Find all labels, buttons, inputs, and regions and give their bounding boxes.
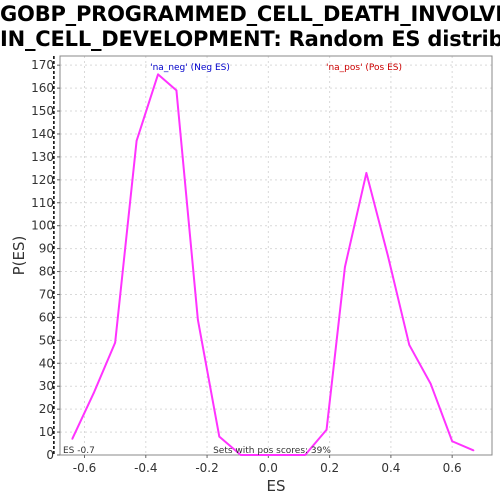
y-tick-label: 40 <box>39 356 54 370</box>
pos-scores-label: Sets with pos scores: 39% <box>213 446 331 456</box>
chart-title-line-2: IN_CELL_DEVELOPMENT: Random ES distribut… <box>0 27 500 51</box>
neg-es-label: 'na_neg' (Neg ES) <box>150 63 230 73</box>
x-tick-label: 0.2 <box>320 461 339 475</box>
data-point <box>135 140 138 142</box>
y-axis-title: P(ES) <box>10 236 28 276</box>
y-tick-label: 130 <box>31 150 54 164</box>
x-tick-label: -0.6 <box>73 461 96 475</box>
pos-es-label: 'na_pos' (Pos ES) <box>326 63 402 73</box>
data-point <box>387 254 389 257</box>
y-tick-label: 0 <box>46 448 54 462</box>
y-tick-label: 80 <box>39 265 54 279</box>
data-point <box>429 383 432 385</box>
y-tick-label: 30 <box>39 379 54 393</box>
data-point <box>451 440 453 443</box>
data-point <box>197 318 199 321</box>
y-tick-label: 140 <box>31 127 54 141</box>
data-point <box>282 454 285 456</box>
data-point <box>325 428 328 431</box>
data-point <box>365 172 368 174</box>
x-tick-label: 0.4 <box>381 461 400 475</box>
y-tick-label: 110 <box>31 196 54 210</box>
x-tick-label: 0.6 <box>443 461 462 475</box>
data-point <box>304 454 306 456</box>
y-tick-label: 60 <box>39 310 54 324</box>
x-tick-label: 0.0 <box>259 461 278 475</box>
annotation-layer: 'na_neg' (Neg ES) 'na_pos' (Pos ES) ES -0.… <box>53 56 402 456</box>
y-tick-label: 50 <box>39 333 54 347</box>
y-tick-label: 90 <box>39 242 54 256</box>
data-point <box>344 266 346 268</box>
data-point <box>239 454 242 456</box>
data-point <box>92 392 95 394</box>
es-distribution-line <box>71 73 475 456</box>
series-layer <box>71 73 475 456</box>
y-tick-label: 70 <box>39 287 54 301</box>
y-tick-label: 10 <box>39 425 54 439</box>
es-marker-label: ES -0.7 <box>63 446 95 456</box>
data-point <box>408 344 411 346</box>
y-tick-label: 120 <box>31 173 54 187</box>
data-point <box>218 435 221 438</box>
data-point <box>175 89 178 92</box>
y-tick-label: 20 <box>39 402 54 416</box>
data-point <box>157 73 159 76</box>
x-axis-title: ES <box>267 477 286 495</box>
x-tick-label: -0.4 <box>134 461 157 475</box>
y-tick-label: 160 <box>31 81 54 95</box>
data-point <box>114 341 116 344</box>
data-point <box>71 438 74 440</box>
y-tick-label: 100 <box>31 219 54 233</box>
x-tick-label: -0.2 <box>195 461 218 475</box>
plot-area <box>60 56 492 455</box>
y-tick-label: 150 <box>31 104 54 118</box>
data-point <box>261 454 264 456</box>
data-point <box>472 449 475 452</box>
y-tick-label: 170 <box>31 58 54 72</box>
chart-title-line-1: GOBP_PROGRAMMED_CELL_DEATH_INVOLVED_ <box>0 2 500 26</box>
